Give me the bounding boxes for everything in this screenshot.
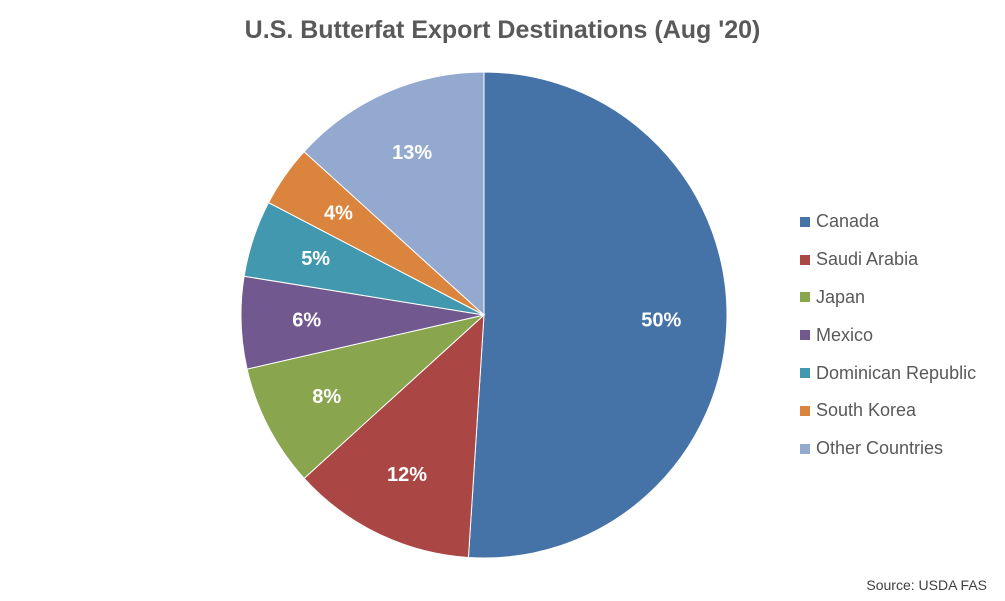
data-label-other-countries: 13%	[392, 142, 432, 164]
legend-swatch	[800, 330, 810, 341]
slice-saudi-arabia	[303, 313, 485, 559]
legend-swatch	[800, 254, 810, 265]
legend-item-other-countries: Other Countries	[800, 430, 976, 468]
slice-canada	[467, 71, 728, 559]
legend-item-canada: Canada	[800, 203, 976, 241]
data-label-saudi-arabia: 12%	[387, 464, 427, 486]
data-label-mexico: 6%	[292, 310, 321, 332]
data-label-south-korea: 4%	[324, 203, 353, 225]
legend-label: South Korea	[816, 400, 917, 421]
legend-swatch	[800, 443, 810, 454]
legend-item-dominican-republic: Dominican Republic	[800, 354, 976, 392]
legend-label: Saudi Arabia	[816, 249, 919, 270]
data-label-dominican-republic: 5%	[301, 248, 330, 270]
legend-swatch	[800, 216, 810, 227]
legend-label: Canada	[816, 211, 880, 232]
legend-item-south-korea: South Korea	[800, 392, 976, 430]
data-label-canada: 50%	[641, 310, 681, 332]
legend-item-japan: Japan	[800, 279, 976, 317]
legend-label: Mexico	[816, 324, 874, 345]
legend-label: Japan	[816, 286, 866, 307]
legend-swatch	[800, 368, 810, 379]
legend-label: Other Countries	[816, 438, 944, 459]
chart-title: U.S. Butterfat Export Destinations (Aug …	[244, 16, 761, 44]
source-note: Source: USDA FAS	[866, 577, 987, 593]
slice-other-countries	[303, 71, 485, 317]
legend-swatch	[800, 292, 810, 303]
data-label-japan: 8%	[312, 386, 341, 408]
legend-label: Dominican Republic	[816, 362, 977, 383]
legend: Canada Saudi Arabia Japan Mexico Dominican R…	[800, 203, 976, 468]
legend-item-saudi-arabia: Saudi Arabia	[800, 241, 976, 279]
legend-swatch	[800, 405, 810, 416]
legend-item-mexico: Mexico	[800, 316, 976, 354]
